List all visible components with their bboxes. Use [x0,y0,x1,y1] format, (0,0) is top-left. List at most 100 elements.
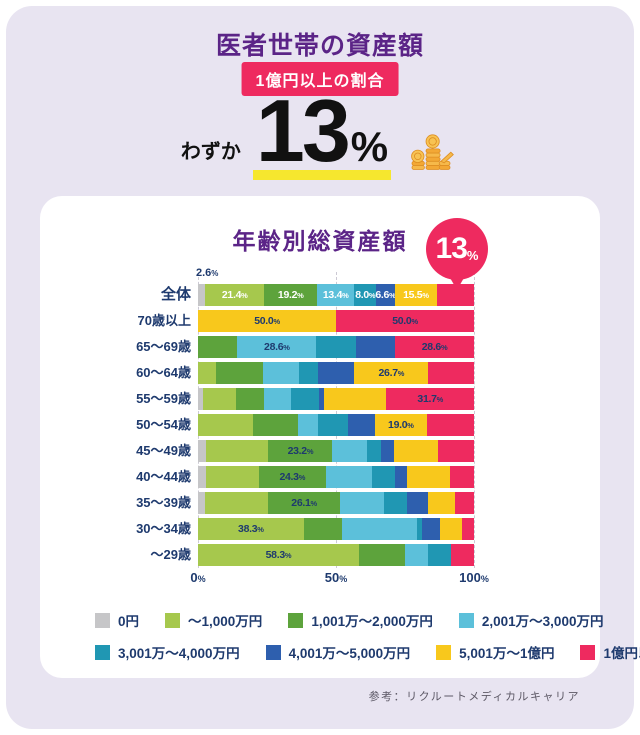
bar-segment [299,362,318,384]
bar-segment [263,388,292,410]
chart-row: 50〜54歳 19.0% [40,414,600,436]
bar-segment [405,544,428,566]
category-label: 65〜69歳 [136,339,191,354]
bar-segment [253,414,299,436]
legend-item: 0円 [95,610,139,630]
hero-percentage: 13% [252,80,392,180]
chart-row: 〜29歳 58.3% [40,544,600,566]
bar-segment: 23.2% [268,440,333,462]
bar-segment [380,440,394,462]
bar-segment [318,414,348,436]
bar-segment [236,388,264,410]
x-axis: 0% 50% 100% [190,570,488,590]
hero-value: 13 [255,80,351,180]
category-label: 40〜44歳 [136,469,191,484]
bar-segment [440,518,463,540]
gridline [474,272,475,568]
legend-label: 4,001万〜5,000万円 [288,646,411,661]
bar-segment [450,544,474,566]
legend-item: 〜1,000万円 [165,610,262,630]
bar-segment [372,466,395,488]
legend-swatch [165,612,181,628]
legend-item: 3,001万〜4,000万円 [95,642,240,662]
bar-segment [198,362,217,384]
stacked-bar: 21.4% 19.2% 13.4% 8.0% 6.6% 15.5% 2.6% [196,267,474,306]
x-tick-label: 100% [459,570,489,585]
bar-segment [216,362,263,384]
legend-swatch [95,644,110,660]
chart-row: 全体 21.4% 19.2% 13.4% 8.0% 6.6% 15.5% 2.6% [40,267,600,306]
hero-stat: わずか 13% [6,80,634,180]
bar-segment [202,388,237,410]
bar-segment [324,388,387,410]
stacked-bar: 38.3% [198,518,474,540]
stacked-bar: 26.1% [198,492,474,514]
segment-value-label: 38.3% [238,523,264,535]
bar-segment: 28.6% [395,336,474,358]
bar-segment [319,388,325,410]
chart-row: 30〜34歳 38.3% [40,518,600,540]
legend-swatch [436,644,452,660]
page-title: 医者世帯の資産額 [215,32,424,60]
segment-value-label: 28.6% [264,341,290,353]
segment-value-label: 19.2% [277,289,304,301]
category-label: 50〜54歳 [136,417,191,432]
x-tick-label: 50% [324,570,348,585]
segment-value-label: 6.6% [375,289,396,301]
legend-row: 0円 〜1,000万円 1,001万〜2,000万円 2,001万〜3,000万円 [95,610,603,630]
stacked-bar: 50.0% 50.0% [198,310,474,332]
bar-segment: 26.1% [268,492,341,514]
segment-value-label: 23.2% [287,445,314,457]
bar-segment [317,362,355,384]
chart-row: 55〜59歳 31.7% [40,388,600,410]
legend-item: 1,001万〜2,000万円 [288,610,433,630]
bar-segment [421,518,441,540]
bar-segment [206,440,269,462]
bar-segment [427,414,474,436]
bar-segment: 58.3% [198,544,359,566]
bar-segment: 38.3% [198,518,304,540]
bar-segment [262,362,300,384]
bar-segment [358,544,405,566]
bar-segment: 19.2% [264,284,318,306]
segment-value-label: 21.4% [221,289,248,301]
chart-row: 40〜44歳 24.3% [40,466,600,488]
legend-label: 2,001万〜3,000万円 [481,614,604,629]
chart-card: 年齢別総資産額 13 % 全体 21.4% 19.2% 13.4% 8.0% 6.6% 15… [40,196,640,678]
bar-segment [438,440,474,462]
bubble-value: 13 [435,232,468,265]
legend-label: 3,001万〜4,000万円 [118,646,240,661]
bar-segment [325,466,373,488]
legend-label: 5,001万〜1億円 [459,646,555,661]
bar-segment [393,440,439,462]
segment-value-label: 28.6% [421,341,448,353]
chart-rows: 全体 21.4% 19.2% 13.4% 8.0% 6.6% 15.5% 2.6% 70歳以上 5… [40,267,600,566]
stacked-bar: 28.6% 28.6% [198,336,474,358]
bar-segment [298,414,319,436]
bar-segment [394,466,408,488]
stacked-bar: 58.3% [198,544,474,566]
category-label: 全体 [160,286,191,303]
bar-segment [291,388,320,410]
legend-item: 2,001万〜3,000万円 [458,610,604,630]
stacked-bar: 23.2% [198,440,474,462]
stacked-bar: 19.0% [198,414,474,436]
bar-segment: 15.5% [394,284,438,306]
chart-row: 45〜49歳 23.2% [40,440,600,462]
bar-segment [347,414,375,436]
bar-segment: 26.7% [354,362,429,384]
bar-segment [455,492,474,514]
category-label: 55〜59歳 [136,391,191,406]
bar-segment: 28.6% [237,336,317,358]
bar-segment [316,336,356,358]
bar-segment [205,492,269,514]
coin-stacks-icon [411,134,455,170]
bar-segment [206,466,259,488]
bar-segment: 24.3% [258,466,326,488]
bar-segment [383,492,408,514]
category-label: 35〜39歳 [136,495,191,510]
category-label: 45〜49歳 [136,443,191,458]
bar-segment [428,492,456,514]
bar-segment [303,518,342,540]
